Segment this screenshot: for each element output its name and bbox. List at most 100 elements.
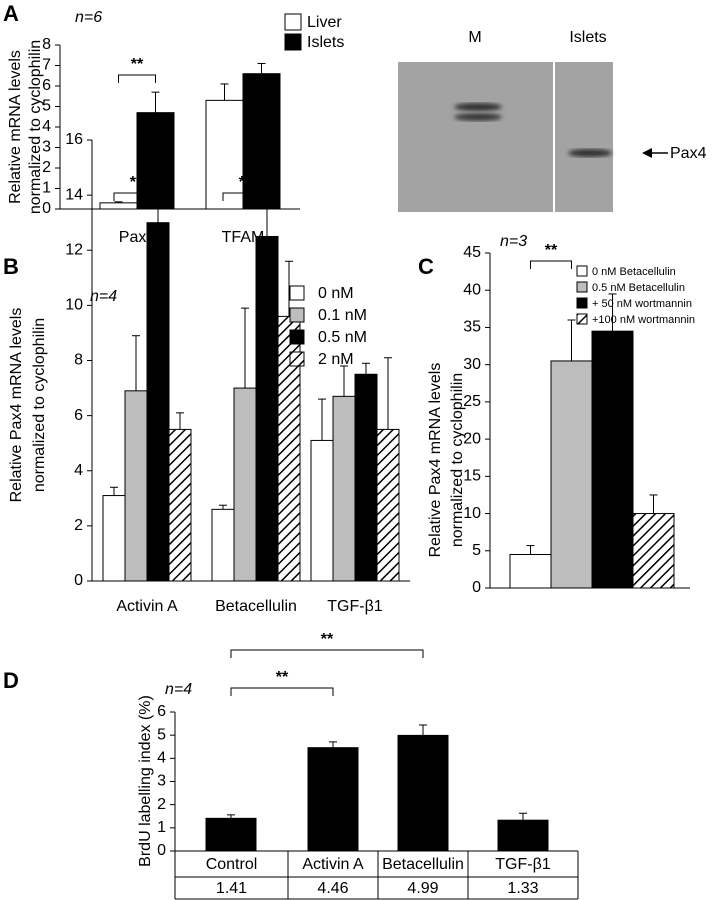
x-tick-label: Activin A [302,856,364,873]
legend-label: +100 nM wortmannin [592,314,695,326]
legend-label: 2 nM [318,351,354,368]
marker-band [454,103,502,111]
gel-image [398,62,613,212]
chart-panel: 0 5 10 15 20 25 30 35 40 45 0 nM Betacellulin 0.5 n… [418,233,695,596]
y-axis-label: normalized to cyclophilin [27,40,44,214]
legend: Liver Islets [284,13,344,51]
legend-swatch [284,13,302,31]
sample-size: n=4 [90,288,117,305]
y-tick-label: 14 [65,186,83,203]
sample-size: n=3 [500,233,527,250]
panel-label: C [418,254,434,279]
bar [307,747,359,852]
y-tick-label: 0 [42,200,51,217]
significance-bracket [230,649,424,658]
bar [211,508,235,582]
sample-size: n=4 [165,681,192,698]
y-tick-label: 0 [74,572,83,589]
y-tick-label: 10 [463,505,481,522]
x-tick-label: Pax4 [119,229,156,246]
legend-swatch [289,351,305,367]
significance-bracket [113,192,159,201]
significance-bracket [530,260,572,269]
significance-label: ** [545,242,558,259]
y-tick-label: 10 [65,297,83,314]
y-tick-label: 2 [157,796,166,813]
significance-label: ** [130,174,143,191]
significance-bracket [118,74,156,83]
bar [124,390,148,582]
bar [591,330,634,589]
y-axis-label: Relative Pax4 mRNA levels [8,308,25,503]
legend-swatch [284,33,302,51]
y-tick-label: 2 [42,159,51,176]
legend-swatch [576,313,588,325]
bar [205,817,257,852]
bar [354,373,378,582]
legend-swatch [289,307,305,323]
bar [632,513,675,589]
y-tick-label: 8 [42,36,51,53]
y-tick-label: 5 [157,726,166,743]
value-label: 1.41 [216,880,247,897]
value-label: 4.99 [407,880,438,897]
y-axis-label: normalized to cyclophilin [449,373,466,547]
y-tick-label: 4 [42,118,51,135]
legend-label: Islets [307,34,344,51]
value-label: 1.33 [507,880,538,897]
significance-label: ** [131,56,144,73]
significance-bracket [222,192,268,201]
y-tick-label: 5 [42,98,51,115]
x-tick-label: TGF-β1 [327,598,383,615]
y-tick-label: 8 [74,352,83,369]
bar [242,73,281,210]
legend-swatch [289,285,305,301]
legend: 0 nM 0.1 nM 0.5 nM 2 nM [289,285,367,368]
legend-swatch [576,281,588,293]
lane-label: Islets [569,29,606,46]
y-tick-label: 5 [472,542,481,559]
gel-panel: M Islets Pax4 [398,29,707,212]
bar [332,395,356,582]
y-tick-label: 4 [74,462,83,479]
y-tick-label: 35 [463,319,481,336]
y-tick-label: 6 [157,703,166,720]
bar [310,439,334,582]
bar [168,428,192,582]
bar [102,495,126,582]
x-tick-label: Control [206,856,258,873]
value-label: 4.46 [317,880,348,897]
legend-swatch [576,297,588,309]
y-tick-label: 0 [157,842,166,859]
sample-size: n=6 [75,9,102,26]
chart-panel: 0 1 2 3 4 5 6 Control 1.41 Activin A 4.46 Betacellu… [3,631,579,900]
significance-bracket [230,687,334,696]
lane-label: M [468,29,481,46]
x-tick-label: TFAM [222,229,265,246]
y-tick-label: 15 [463,468,481,485]
panel-label: B [3,254,19,279]
bar [497,819,549,852]
bar [99,202,138,210]
bar [233,387,257,582]
x-tick-label: TGF-β1 [495,856,551,873]
legend-label: 0 nM Betacellulin [592,266,676,278]
y-tick-label: 1 [42,180,51,197]
chart-panel: 0 1 2 3 4 5 6 7 8 Pax4 TFAM Liver Islets Relative mRN… [3,1,344,246]
y-tick-label: 20 [463,430,481,447]
x-tick-label: Betacellulin [382,856,464,873]
legend-label: 0.5 nM [318,329,367,346]
y-tick-label: 12 [65,241,83,258]
legend: 0 nM Betacellulin 0.5 nM Betacellulin + 50… [576,265,695,326]
panel-label: A [3,1,19,26]
legend-swatch [289,329,305,345]
legend-label: 0.1 nM [318,307,367,324]
bar [376,428,400,582]
y-axis-label: Relative mRNA levels [7,50,24,204]
y-tick-label: 3 [42,139,51,156]
y-tick-label: 0 [472,579,481,596]
legend-label: + 50 nM wortmannin [592,298,692,310]
pax4-band [568,149,612,157]
